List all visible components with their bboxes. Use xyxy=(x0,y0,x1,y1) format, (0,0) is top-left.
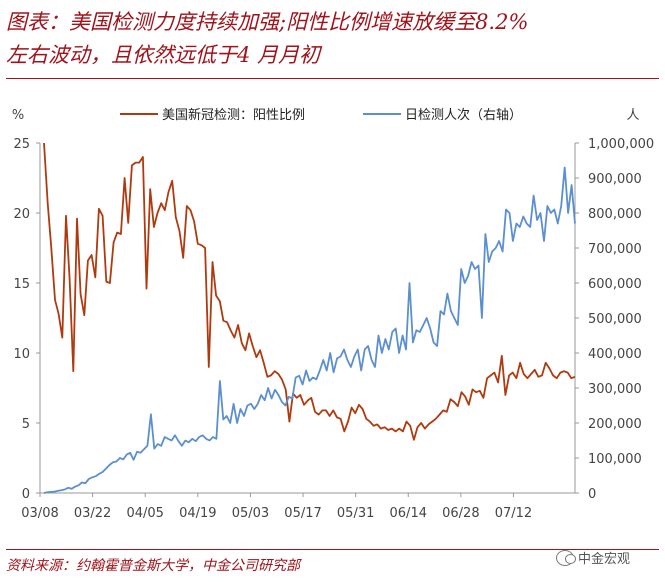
daily-tests-line xyxy=(43,166,576,494)
x-tick-label: 04/05 xyxy=(126,506,163,521)
positive-rate-line xyxy=(43,142,576,441)
x-tick-label: 05/31 xyxy=(337,506,374,521)
right-tick-label: 200,000 xyxy=(588,417,642,432)
title-divider xyxy=(6,78,659,79)
axes: 0 5 10 15 20 25% 0 100,000 200,000 300,000 400,000… xyxy=(12,108,654,521)
x-tick-label: 03/22 xyxy=(74,506,111,521)
watermark-text: 中金宏观 xyxy=(578,552,631,567)
left-tick-label: 15 xyxy=(13,277,30,292)
legend-daily-tests: 日检测人次（右轴） xyxy=(363,107,522,123)
left-axis-unit: % xyxy=(12,108,24,123)
right-tick-label: 500,000 xyxy=(588,312,642,327)
title-line-1: 图表：美国检测力度持续加强;阳性比例增速放缓至8.2% xyxy=(6,10,529,34)
right-tick-label: 0 xyxy=(588,487,596,502)
right-tick-label: 700,000 xyxy=(588,242,642,257)
chart-area: 0 5 10 15 20 25% 0 100,000 200,000 300,000 400,000… xyxy=(12,107,654,521)
left-tick-label: 20 xyxy=(13,207,30,222)
x-tick-label: 06/28 xyxy=(442,506,479,521)
title-line-2: 左右波动，且依然远低于4 月月初 xyxy=(6,43,321,67)
x-tick-label: 05/03 xyxy=(232,506,269,521)
right-tick-label: 1,000,000 xyxy=(588,137,654,152)
x-tick-label: 06/14 xyxy=(390,506,427,521)
watermark: 中金宏观 xyxy=(556,548,630,567)
legend: 美国新冠检测：阳性比例 日检测人次（右轴） xyxy=(120,107,522,123)
left-tick-label: 25 xyxy=(13,137,30,152)
right-tick-label: 300,000 xyxy=(588,382,642,397)
source-note: 资料来源：约翰霍普金斯大学，中金公司研究部 xyxy=(6,558,300,574)
chart-title: 图表：美国检测力度持续加强;阳性比例增速放缓至8.2% 左右波动，且依然远低于4… xyxy=(6,6,661,72)
left-tick-label: 10 xyxy=(13,347,30,362)
right-axis-unit: 人 xyxy=(626,108,639,123)
wechat-icon xyxy=(556,549,576,566)
x-tick-label: 04/19 xyxy=(179,506,216,521)
x-tick-label: 03/08 xyxy=(21,506,58,521)
left-tick-label: 0 xyxy=(22,487,30,502)
legend-daily-tests-label: 日检测人次（右轴） xyxy=(405,107,522,123)
right-tick-label: 800,000 xyxy=(588,207,642,222)
right-tick-label: 900,000 xyxy=(588,172,642,187)
right-tick-label: 400,000 xyxy=(588,347,642,362)
right-tick-label: 100,000 xyxy=(588,452,642,467)
series-lines xyxy=(43,142,576,494)
left-tick-label: 5 xyxy=(22,417,30,432)
x-tick-label: 07/12 xyxy=(495,506,532,521)
x-tick-label: 05/17 xyxy=(284,506,321,521)
right-tick-label: 600,000 xyxy=(588,277,642,292)
legend-positive-rate: 美国新冠检测：阳性比例 xyxy=(120,107,305,123)
footer-divider xyxy=(6,549,659,550)
legend-positive-rate-label: 美国新冠检测：阳性比例 xyxy=(162,107,305,123)
